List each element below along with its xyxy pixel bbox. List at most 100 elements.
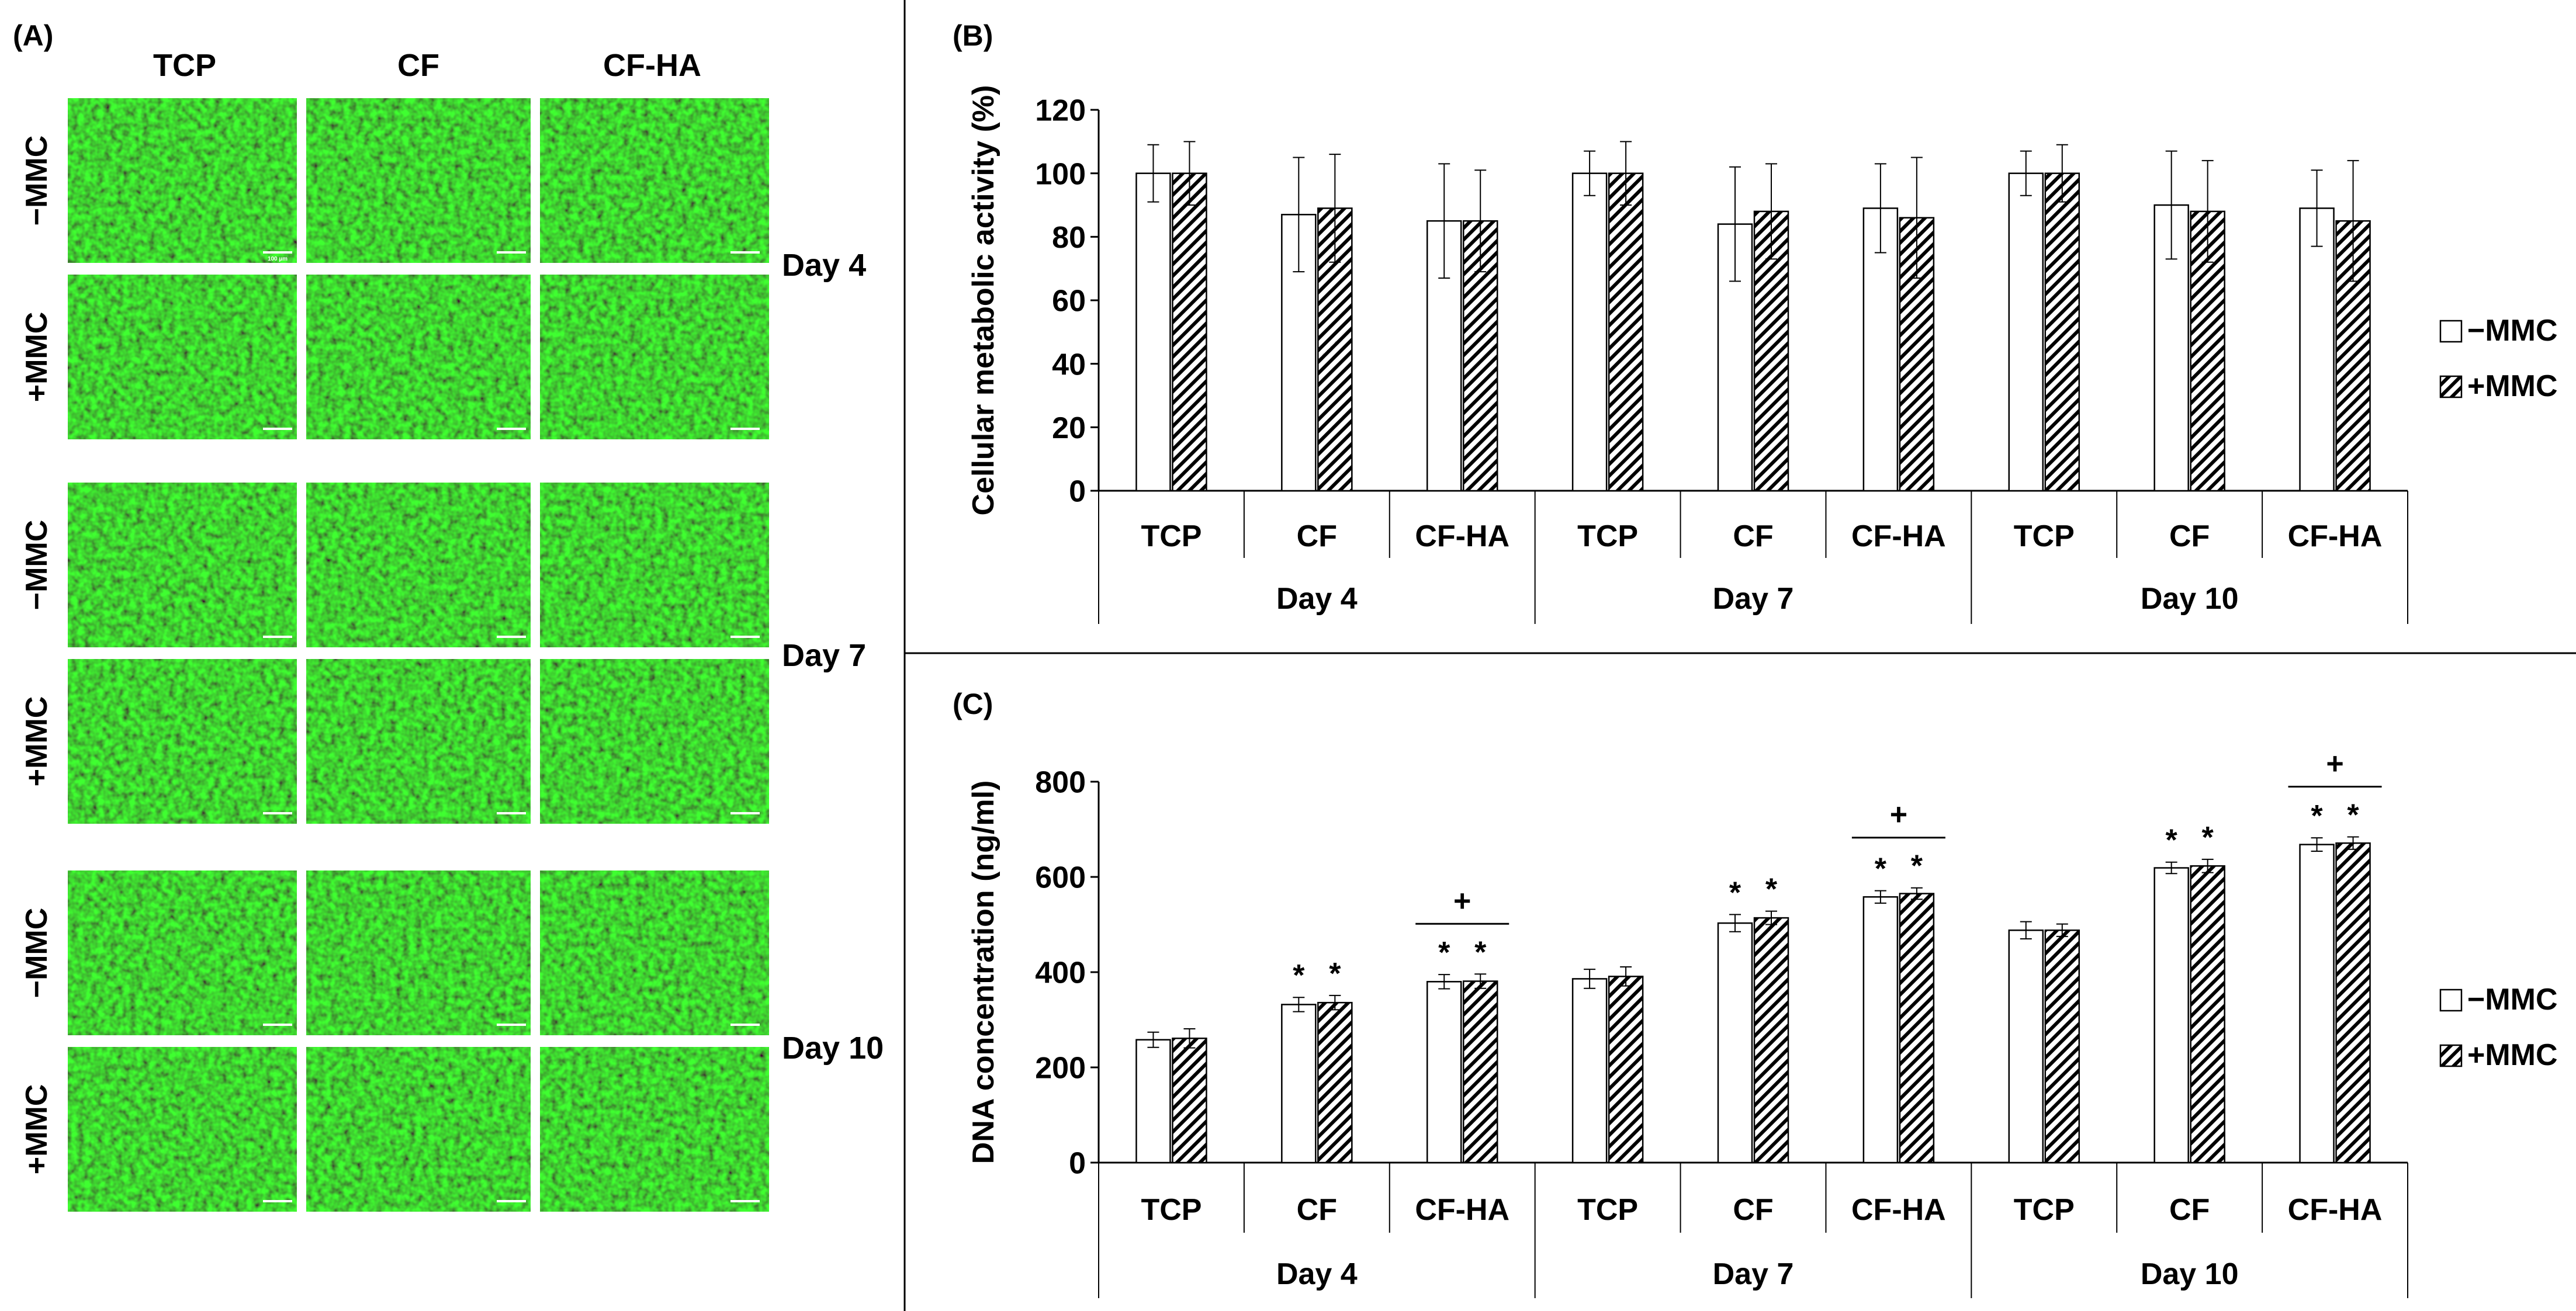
legend-swatch-plus-mmc bbox=[2439, 1044, 2463, 1067]
micrograph-cfha-plus-mmc-day10 bbox=[535, 1047, 769, 1212]
legend-label-plus-mmc: +MMC bbox=[2467, 369, 2558, 403]
micrograph-cf-minus-mmc-day10 bbox=[302, 870, 535, 1035]
significance-star: * bbox=[1293, 959, 1305, 993]
significance-star: * bbox=[1911, 849, 1923, 883]
bar-plus-mmc bbox=[1753, 917, 1789, 1164]
x-category-label: CF bbox=[1297, 1193, 1337, 1227]
col-label-cf-ha: CF-HA bbox=[603, 48, 701, 83]
micrograph-cf-plus-mmc-day4 bbox=[302, 275, 535, 439]
y-tick-label: 0 bbox=[1069, 1147, 1086, 1181]
micrograph-tcp-plus-mmc-day4 bbox=[68, 275, 302, 439]
legend-label-plus-mmc: +MMC bbox=[2467, 1038, 2558, 1072]
bar-minus-mmc bbox=[2008, 930, 2044, 1164]
bar-plus-mmc bbox=[1462, 980, 1498, 1164]
x-category-label: CF bbox=[2169, 519, 2210, 553]
bar-plus-mmc bbox=[2190, 865, 2225, 1164]
significance-star: * bbox=[2202, 821, 2214, 855]
bar-plus-mmc bbox=[1462, 220, 1498, 492]
significance-star: * bbox=[1438, 936, 1450, 970]
micrograph-cfha-minus-mmc-day7 bbox=[535, 483, 769, 647]
day-label-7: Day 7 bbox=[782, 638, 866, 673]
x-group-label: Day 10 bbox=[2141, 582, 2239, 616]
bar-plus-mmc bbox=[2044, 930, 2080, 1164]
x-category-label: CF bbox=[1733, 519, 1773, 553]
bar-plus-mmc bbox=[1608, 172, 1644, 492]
bar-plus-mmc bbox=[1899, 217, 1935, 492]
bar-minus-mmc bbox=[2299, 844, 2335, 1164]
x-group-label: Day 4 bbox=[1276, 582, 1358, 616]
col-label-cf: CF bbox=[397, 48, 439, 83]
x-category-label: CF-HA bbox=[1415, 1193, 1509, 1227]
micrograph-tcp-plus-mmc-day10 bbox=[68, 1047, 302, 1212]
significance-star: * bbox=[1329, 957, 1341, 991]
col-label-tcp: TCP bbox=[153, 48, 216, 83]
x-category-label: CF-HA bbox=[1851, 1193, 1946, 1227]
bar-minus-mmc bbox=[2153, 867, 2189, 1164]
micrograph-cf-minus-mmc-day4 bbox=[302, 98, 535, 263]
y-tick-label: 100 bbox=[1035, 157, 1086, 191]
x-category-label: CF-HA bbox=[1415, 519, 1509, 553]
legend-label-minus-mmc: −MMC bbox=[2467, 983, 2558, 1017]
micrograph-grid: 100 µm bbox=[68, 93, 769, 1221]
chart-dna-concentration: (C) DNA concentration (ng/ml) 0 200 400 600 80… bbox=[953, 688, 2558, 1298]
x-category-label: TCP bbox=[1141, 1193, 1202, 1227]
significance-star: * bbox=[1474, 935, 1487, 969]
x-category-label: TCP bbox=[1141, 519, 1202, 553]
bar-plus-mmc bbox=[1172, 1038, 1207, 1164]
bar-minus-mmc bbox=[1862, 896, 1899, 1164]
micrograph-cfha-minus-mmc-day10 bbox=[535, 870, 769, 1035]
panel-letter: (B) bbox=[953, 19, 993, 52]
legend-swatch-plus-mmc bbox=[2439, 375, 2463, 398]
legend-swatch-minus-mmc bbox=[2439, 989, 2463, 1012]
y-tick-label: 200 bbox=[1035, 1052, 1086, 1085]
bar-plus-mmc bbox=[1317, 1001, 1353, 1164]
x-category-label: CF bbox=[1733, 1193, 1773, 1227]
significance-star: * bbox=[2311, 799, 2323, 833]
significance-plus: + bbox=[1453, 884, 1471, 918]
x-category-label: CF-HA bbox=[1851, 519, 1946, 553]
bar-plus-mmc bbox=[1608, 976, 1644, 1164]
x-category-label: TCP bbox=[1577, 1193, 1638, 1227]
x-category-label: CF-HA bbox=[2288, 519, 2383, 553]
micrograph-cfha-minus-mmc-day4 bbox=[535, 98, 769, 263]
row-label-plus-mmc-3: +MMC bbox=[20, 1084, 54, 1175]
row-label-minus-mmc-2: −MMC bbox=[20, 520, 54, 611]
bar-minus-mmc bbox=[1281, 1004, 1317, 1164]
significance-plus: + bbox=[1890, 798, 1907, 832]
significance-star: * bbox=[1729, 876, 1741, 910]
bar-minus-mmc bbox=[1135, 1039, 1171, 1164]
x-category-label: CF bbox=[2169, 1193, 2210, 1227]
panel-letter: (C) bbox=[953, 688, 993, 720]
significance-star: * bbox=[1765, 873, 1778, 907]
y-tick-label: 80 bbox=[1052, 221, 1086, 255]
y-tick-label: 40 bbox=[1052, 348, 1086, 381]
micrograph-cfha-plus-mmc-day4 bbox=[535, 275, 769, 439]
y-axis-label: Cellular metabolic activity (%) bbox=[967, 85, 1000, 516]
micrograph-tcp-minus-mmc-day4 bbox=[68, 98, 302, 263]
row-label-plus-mmc-1: +MMC bbox=[20, 312, 54, 403]
chart-metabolic-activity: (B) Cellular metabolic activity (%) 0 20 40 6… bbox=[953, 19, 2558, 624]
x-category-label: TCP bbox=[1577, 519, 1638, 553]
row-label-minus-mmc-3: −MMC bbox=[20, 908, 54, 998]
micrograph-cf-minus-mmc-day7 bbox=[302, 483, 535, 647]
micrograph-tcp-minus-mmc-day7 bbox=[68, 483, 302, 647]
bar-minus-mmc bbox=[1571, 978, 1608, 1164]
significance-star: * bbox=[2347, 799, 2359, 833]
x-category-label: CF-HA bbox=[2288, 1193, 2383, 1227]
bar-minus-mmc bbox=[1862, 207, 1899, 492]
y-axis-label: DNA concentration (ng/ml) bbox=[967, 781, 1000, 1164]
bar-plus-mmc bbox=[1899, 893, 1935, 1164]
micrograph-tcp-minus-mmc-day10 bbox=[68, 870, 302, 1035]
significance-plus: + bbox=[2326, 747, 2343, 781]
panel-a: (A) TCP CF CF-HA bbox=[13, 19, 884, 1221]
y-tick-label: 800 bbox=[1035, 766, 1086, 800]
micrograph-cf-plus-mmc-day7 bbox=[302, 659, 535, 824]
x-group-label: Day 4 bbox=[1276, 1257, 1358, 1291]
bar-minus-mmc bbox=[2299, 207, 2335, 492]
legend-swatch-minus-mmc bbox=[2439, 320, 2463, 343]
y-tick-label: 600 bbox=[1035, 861, 1086, 895]
legend-label-minus-mmc: −MMC bbox=[2467, 314, 2558, 348]
x-group-label: Day 10 bbox=[2141, 1257, 2239, 1291]
scale-bar-label: 100 µm bbox=[268, 256, 288, 262]
